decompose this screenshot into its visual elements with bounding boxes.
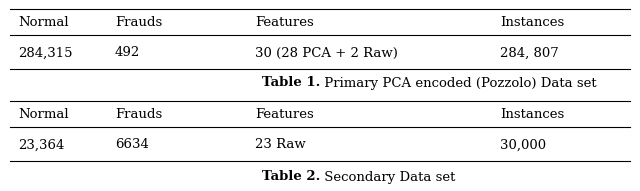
Text: Primary PCA encoded (Pozzolo) Data set: Primary PCA encoded (Pozzolo) Data set: [320, 77, 596, 90]
Text: Frauds: Frauds: [115, 108, 163, 121]
Text: Table 2.: Table 2.: [262, 171, 320, 184]
Text: Frauds: Frauds: [115, 16, 163, 29]
Text: 30 (28 PCA + 2 Raw): 30 (28 PCA + 2 Raw): [255, 46, 398, 60]
Text: Instances: Instances: [500, 16, 564, 29]
Text: Normal: Normal: [18, 108, 68, 121]
Text: Table 1.: Table 1.: [262, 77, 320, 90]
Text: 23,364: 23,364: [18, 138, 65, 151]
Text: 23 Raw: 23 Raw: [255, 138, 306, 151]
Text: Secondary Data set: Secondary Data set: [320, 171, 456, 184]
Text: Features: Features: [255, 108, 314, 121]
Text: 30,000: 30,000: [500, 138, 546, 151]
Text: 6634: 6634: [115, 138, 149, 151]
Text: 492: 492: [115, 46, 140, 60]
Text: 284,315: 284,315: [18, 46, 72, 60]
Text: Instances: Instances: [500, 108, 564, 121]
Text: 284, 807: 284, 807: [500, 46, 559, 60]
Text: Features: Features: [255, 16, 314, 29]
Text: Normal: Normal: [18, 16, 68, 29]
